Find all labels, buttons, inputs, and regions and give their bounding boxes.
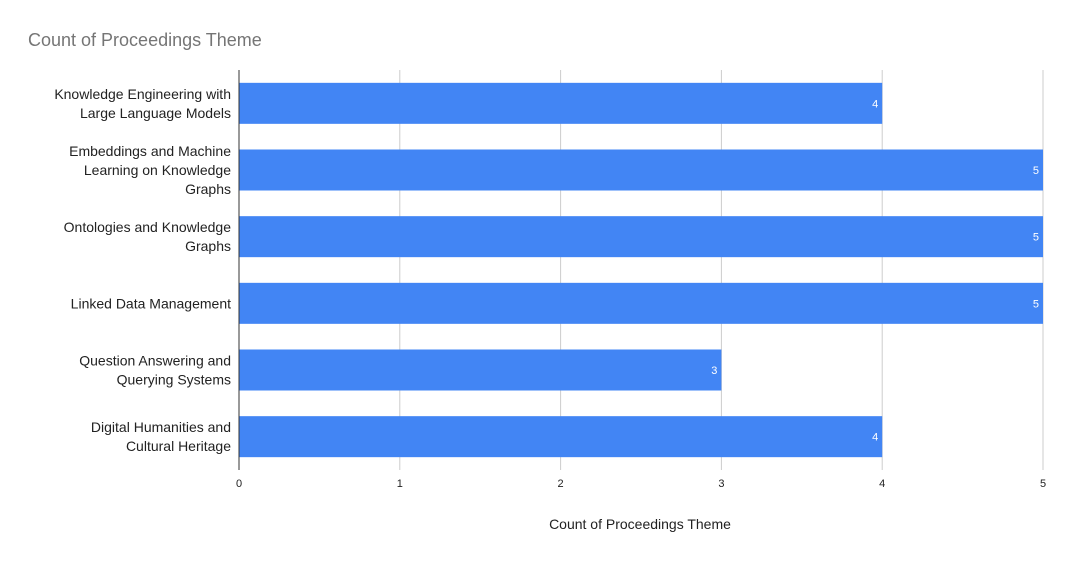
data-label: 5 — [1033, 165, 1039, 177]
bar — [239, 149, 1043, 191]
category-label: Question Answering and Querying Systems — [79, 353, 231, 388]
data-label: 5 — [1033, 298, 1039, 310]
x-tick-labels: 0 1 2 3 4 5 — [236, 478, 1046, 490]
category-label: Ontologies and Knowledge Graphs — [64, 219, 232, 254]
x-tick-label: 1 — [397, 478, 403, 490]
category-label-line: Question Answering and — [79, 353, 231, 369]
category-label: Embeddings and Machine Learning on Knowle… — [69, 143, 231, 197]
category-label-line: Linked Data Management — [71, 295, 231, 311]
chart-title: Count of Proceedings Theme — [28, 30, 262, 50]
x-tick-label: 3 — [718, 478, 724, 490]
category-label-line: Querying Systems — [117, 372, 231, 388]
bar — [239, 416, 883, 458]
x-tick-label: 4 — [879, 478, 885, 490]
data-label: 4 — [872, 98, 878, 110]
bar — [239, 82, 883, 124]
category-label: Digital Humanities and Cultural Heritage — [91, 419, 231, 454]
bar — [239, 349, 722, 391]
x-axis-title: Count of Proceedings Theme — [549, 516, 731, 532]
category-label-line: Embeddings and Machine — [69, 143, 231, 159]
category-label-line: Cultural Heritage — [126, 438, 231, 454]
bar — [239, 216, 1043, 258]
category-label-line: Graphs — [185, 238, 231, 254]
category-label-line: Digital Humanities and — [91, 419, 231, 435]
bars: 4 5 5 5 3 4 — [239, 82, 1043, 458]
x-tick-label: 2 — [558, 478, 564, 490]
category-label-line: Graphs — [185, 181, 231, 197]
category-label-line: Knowledge Engineering with — [54, 86, 231, 102]
category-labels: Knowledge Engineering with Large Language… — [54, 86, 231, 454]
x-tick-label: 0 — [236, 478, 242, 490]
x-tick-label: 5 — [1040, 478, 1046, 490]
category-label-line: Large Language Models — [80, 105, 231, 121]
category-label: Linked Data Management — [71, 295, 231, 311]
grid-lines — [399, 70, 1044, 470]
data-label: 3 — [711, 365, 717, 377]
category-label: Knowledge Engineering with Large Language… — [54, 86, 231, 121]
data-label: 5 — [1033, 232, 1039, 244]
category-label-line: Ontologies and Knowledge — [64, 219, 232, 235]
data-label: 4 — [872, 432, 878, 444]
category-label-line: Learning on Knowledge — [84, 162, 231, 178]
bar — [239, 282, 1043, 324]
